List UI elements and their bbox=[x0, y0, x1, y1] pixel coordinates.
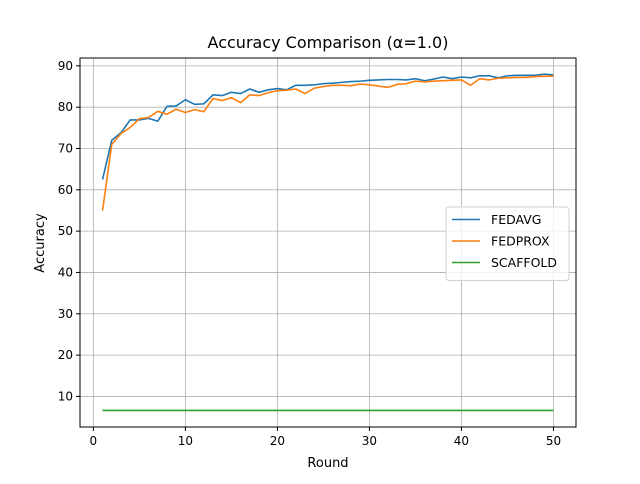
chart-title: Accuracy Comparison (α=1.0) bbox=[208, 33, 449, 52]
y-tick-label: 20 bbox=[58, 348, 73, 362]
legend-entry: FEDAVG bbox=[491, 212, 541, 227]
y-tick-label: 10 bbox=[58, 389, 73, 403]
series-line-fedavg bbox=[101, 73, 554, 180]
legend-entry: FEDPROX bbox=[491, 234, 550, 249]
x-tick-label: 0 bbox=[90, 434, 98, 448]
x-tick-label: 10 bbox=[178, 434, 193, 448]
y-tick-label: 50 bbox=[58, 224, 73, 238]
series-line-fedprox bbox=[101, 75, 554, 211]
x-tick-label: 20 bbox=[270, 434, 285, 448]
legend: FEDAVG FEDPROX SCAFFOLD bbox=[445, 206, 570, 281]
y-tick-label: 70 bbox=[58, 141, 73, 155]
legend-entry: SCAFFOLD bbox=[491, 255, 557, 270]
y-tick-label: 60 bbox=[58, 183, 73, 197]
x-tick-label: 40 bbox=[454, 434, 469, 448]
x-tick-label: 30 bbox=[362, 434, 377, 448]
x-tick-label: 50 bbox=[546, 434, 561, 448]
x-axis-label: Round bbox=[307, 456, 348, 471]
y-tick-label: 40 bbox=[58, 265, 73, 279]
series-layer bbox=[101, 73, 554, 412]
y-tick-label: 30 bbox=[58, 307, 73, 321]
y-tick-label: 80 bbox=[58, 100, 73, 114]
y-axis-label: Accuracy bbox=[33, 213, 48, 273]
y-tick-label: 90 bbox=[58, 59, 73, 73]
tick-layer: 0 10 20 30 40 50 10 20 30 40 50 60 70 80 90 bbox=[58, 59, 561, 448]
plot-frame bbox=[79, 57, 577, 428]
